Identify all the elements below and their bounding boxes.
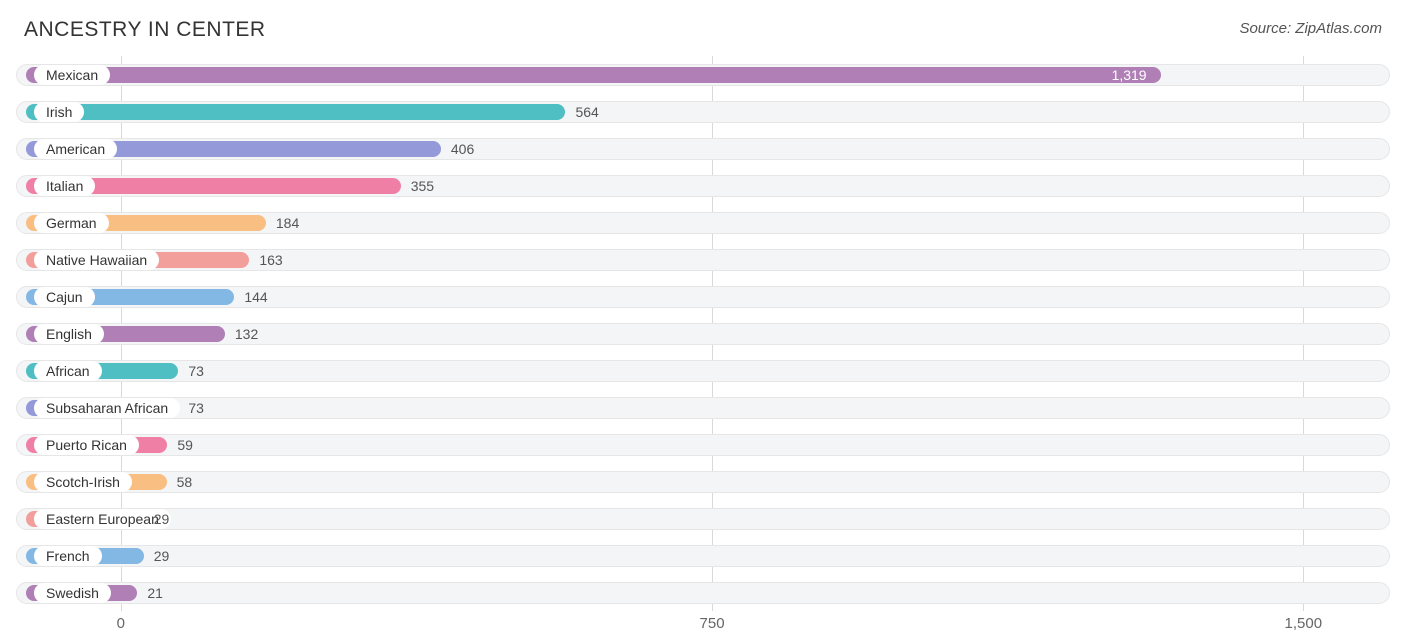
bar-value: 73 <box>188 400 204 416</box>
category-badge: Eastern European <box>34 509 171 529</box>
bar-value: 73 <box>188 363 204 379</box>
bar-track <box>16 360 1390 382</box>
bar-track <box>16 434 1390 456</box>
chart-title: ANCESTRY IN CENTER <box>24 18 266 42</box>
bar-row: Puerto Rican 59 <box>16 430 1390 460</box>
category-badge: Puerto Rican <box>34 435 139 455</box>
category-badge: German <box>34 213 109 233</box>
bar-track <box>16 545 1390 567</box>
category-badge: English <box>34 324 104 344</box>
bar-row: Native Hawaiian 163 <box>16 245 1390 275</box>
bar-value: 29 <box>154 511 170 527</box>
bar-row: African 73 <box>16 356 1390 386</box>
x-axis-tick: 0 <box>117 615 125 632</box>
bar-row: Mexican 1,319 <box>16 60 1390 90</box>
bar-value: 29 <box>154 548 170 564</box>
bar-row: French 29 <box>16 541 1390 571</box>
bar-track <box>16 397 1390 419</box>
bar-value: 59 <box>177 437 193 453</box>
bar-row: Scotch-Irish 58 <box>16 467 1390 497</box>
bar-row: American 406 <box>16 134 1390 164</box>
bar-value: 406 <box>451 141 474 157</box>
bar-value: 184 <box>276 215 299 231</box>
bar-value: 132 <box>235 326 258 342</box>
bar-track <box>16 582 1390 604</box>
category-badge: Italian <box>34 176 95 196</box>
x-axis: 0 750 1,500 <box>16 611 1390 639</box>
bar-track <box>16 471 1390 493</box>
x-axis-tick: 1,500 <box>1285 615 1323 632</box>
bar-row: English 132 <box>16 319 1390 349</box>
bar-row: Cajun 144 <box>16 282 1390 312</box>
chart-area: Mexican 1,319 Irish 564 American 406 Italian 35… <box>16 56 1390 639</box>
category-badge: Swedish <box>34 583 111 603</box>
x-axis-tick: 750 <box>700 615 725 632</box>
bar-row: Subsaharan African 73 <box>16 393 1390 423</box>
category-badge: Scotch-Irish <box>34 472 132 492</box>
bar-row: Swedish 21 <box>16 578 1390 608</box>
bar-value: 564 <box>575 104 598 120</box>
bar-value: 21 <box>147 585 163 601</box>
category-badge: American <box>34 139 117 159</box>
bar-value: 1,319 <box>1112 67 1147 83</box>
bar-value: 144 <box>244 289 267 305</box>
bar-row: German 184 <box>16 208 1390 238</box>
chart-plot: Mexican 1,319 Irish 564 American 406 Italian 35… <box>16 56 1390 611</box>
category-badge: Native Hawaiian <box>34 250 159 270</box>
category-badge: African <box>34 361 102 381</box>
bar-fill <box>26 67 1161 83</box>
category-badge: Subsaharan African <box>34 398 180 418</box>
category-badge: Cajun <box>34 287 95 307</box>
category-badge: Mexican <box>34 65 110 85</box>
bar-row: Irish 564 <box>16 97 1390 127</box>
bar-value: 355 <box>411 178 434 194</box>
category-badge: French <box>34 546 102 566</box>
bar-value: 58 <box>177 474 193 490</box>
bar-row: Eastern European29 <box>16 504 1390 534</box>
bar-row: Italian 355 <box>16 171 1390 201</box>
category-badge: Irish <box>34 102 84 122</box>
chart-source: Source: ZipAtlas.com <box>1239 18 1382 37</box>
bar-value: 163 <box>259 252 282 268</box>
bar-track <box>16 508 1390 530</box>
chart-header: ANCESTRY IN CENTER Source: ZipAtlas.com <box>0 0 1406 52</box>
bar-fill <box>26 104 565 120</box>
